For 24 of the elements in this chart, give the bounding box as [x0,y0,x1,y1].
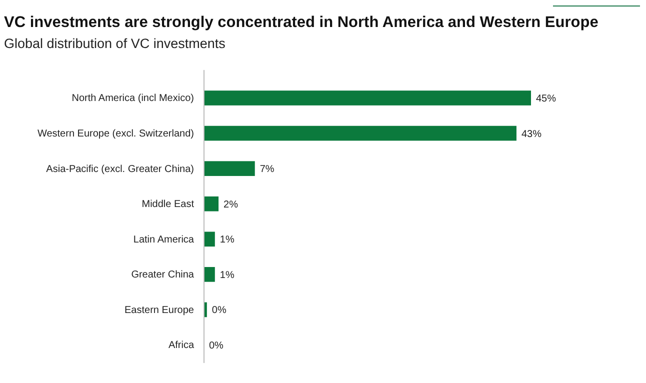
data-label: 43% [521,128,542,140]
data-label: 1% [220,270,234,281]
data-label: 0% [209,340,224,352]
bar [204,126,516,141]
y-tick-label: Middle East [142,199,194,210]
data-label: 2% [224,199,238,210]
bar [204,90,531,106]
y-tick-label: Western Europe (excl. Switzerland) [37,128,194,140]
y-tick-label: Latin America [133,234,194,246]
data-label: 1% [220,234,234,246]
y-tick-label: Greater China [131,270,194,281]
y-tick-label: Eastern Europe [124,304,194,316]
data-label: 0% [212,305,226,316]
bar [204,161,255,176]
data-label: 7% [260,164,274,176]
y-tick-label: Asia-Pacific (excl. Greater China) [46,164,194,175]
chart-subtitle: Global distribution of VC investments [4,36,226,51]
y-tick-label: North America (incl Mexico) [72,93,194,104]
chart-title: VC investments are strongly concentrated in North America and Western Europe [4,14,599,31]
bar [204,267,215,282]
bar [204,196,219,212]
data-label: 45% [536,93,556,104]
bar [204,232,215,247]
y-tick-label: Africa [168,340,194,352]
